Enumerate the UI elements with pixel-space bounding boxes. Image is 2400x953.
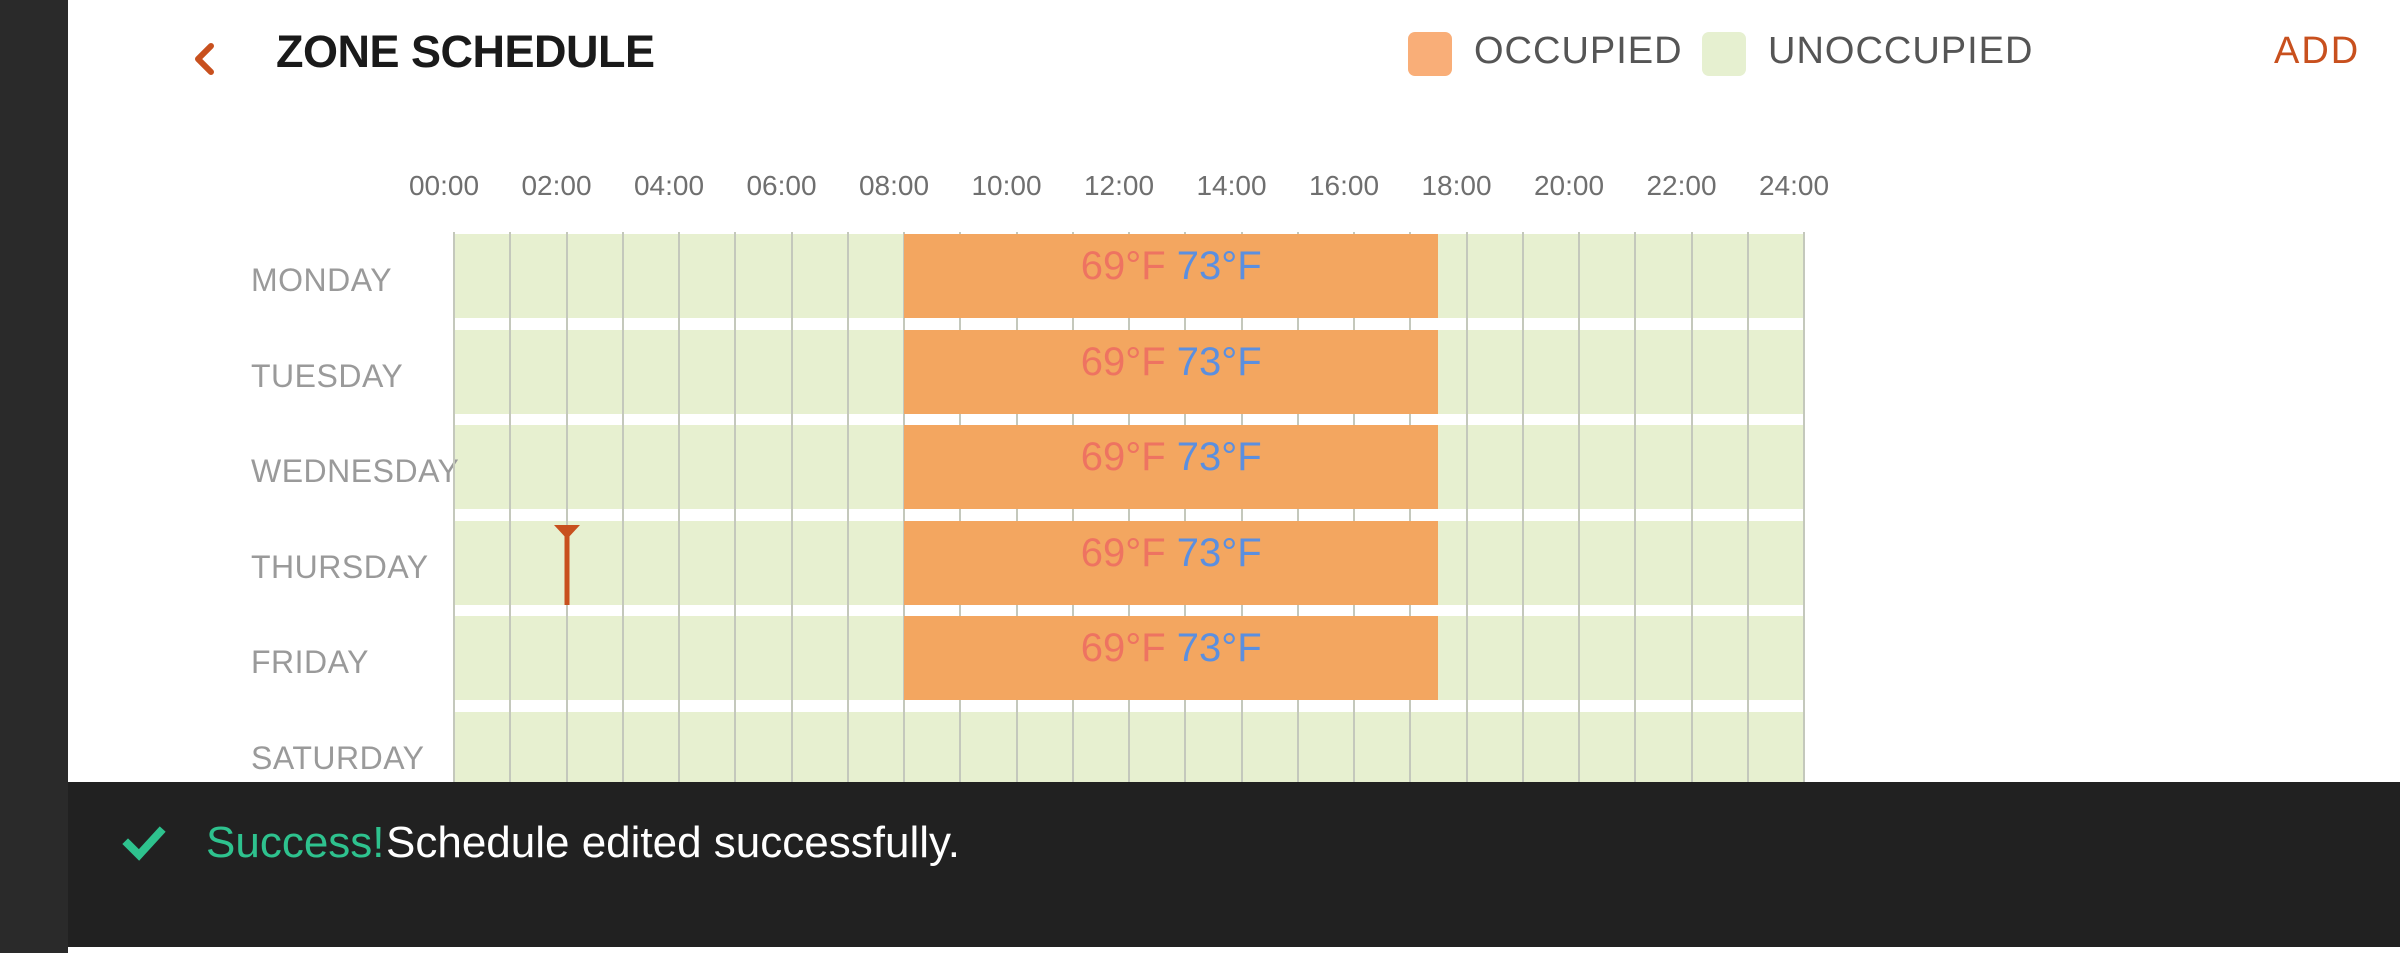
day-label: MONDAY [251,262,393,298]
day-label: FRIDAY [251,644,369,681]
heat-setpoint: 69°F [1080,339,1166,384]
hour-gridline [1690,232,1693,782]
header: ZONE SCHEDULE OCCUPIED UNOCCUPIED ADD [68,0,2400,110]
time-tick-label: 10:00 [971,170,1042,201]
time-tick-label: 18:00 [1421,170,1492,201]
time-tick-label: 14:00 [1196,170,1267,201]
hour-gridline [846,232,849,782]
time-tick-label: 02:00 [521,170,592,201]
chevron-left-icon [195,43,214,75]
day-label: WEDNESDAY [251,453,460,490]
setpoints: 69°F 73°F [904,435,1438,480]
cool-setpoint: 73°F [1176,435,1262,480]
time-tick-label: 00:00 [408,170,480,201]
occupied-block[interactable]: 69°F 73°F [904,520,1439,605]
legend-occupied-swatch [1408,32,1452,76]
setpoints: 69°F 73°F [904,340,1438,385]
hour-gridline [1634,232,1637,782]
hour-gridline [790,232,793,782]
occupied-block[interactable]: 69°F 73°F [904,425,1439,510]
time-marker-handle[interactable] [552,523,582,609]
time-tick-label: 04:00 [633,170,705,201]
hour-gridline [1521,232,1524,782]
day-label: SATURDAY [251,740,425,776]
hour-gridline [1578,232,1580,782]
hour-gridline [509,232,512,782]
legend-unoccupied-swatch [1702,32,1746,76]
heat-setpoint: 69°F [1080,435,1166,480]
success-toast: Success! Schedule edited successfully. [68,782,2400,947]
time-tick-label: 22:00 [1646,170,1717,201]
heat-setpoint: 69°F [1080,530,1166,575]
setpoints: 69°F 73°F [904,244,1438,289]
time-tick-label: 06:00 [746,170,817,201]
time-tick-label: 24:00 [1758,170,1830,201]
cool-setpoint: 73°F [1176,339,1262,384]
hour-gridline [565,232,568,782]
time-tick-label: 12:00 [1083,170,1155,201]
add-button[interactable]: ADD [2274,30,2361,72]
heat-setpoint: 69°F [1080,626,1166,671]
page-title: ZONE SCHEDULE [276,26,655,77]
setpoints: 69°F 73°F [904,626,1438,671]
hour-gridline [734,232,737,782]
hour-gridline [678,232,680,782]
legend-occupied-label: OCCUPIED [1474,30,1683,72]
checkmark-icon [122,826,166,861]
time-tick-label: 16:00 [1308,170,1380,201]
hour-gridline [1465,232,1468,782]
cool-setpoint: 73°F [1176,244,1262,288]
hour-gridline [1803,232,1805,782]
toast-success-label: Success! [206,818,385,867]
legend-unoccupied-label: UNOCCUPIED [1768,30,2034,72]
heat-setpoint: 69°F [1080,244,1166,288]
cool-setpoint: 73°F [1176,530,1262,575]
hour-gridline [1746,232,1749,782]
day-label: TUESDAY [251,357,404,394]
back-button[interactable] [186,30,226,86]
time-tick-label: 08:00 [858,170,930,201]
occupied-block[interactable]: 69°F 73°F [904,234,1439,318]
time-tick-label: 20:00 [1533,170,1605,201]
day-label: THURSDAY [251,548,429,585]
hour-gridline [621,232,624,782]
cool-setpoint: 73°F [1176,626,1262,671]
occupied-block[interactable]: 69°F 73°F [904,616,1439,701]
occupied-block[interactable]: 69°F 73°F [904,329,1439,414]
setpoints: 69°F 73°F [904,531,1438,576]
hour-gridline [453,232,455,782]
toast-message: Schedule edited successfully. [386,818,960,867]
left-rail [0,0,68,953]
